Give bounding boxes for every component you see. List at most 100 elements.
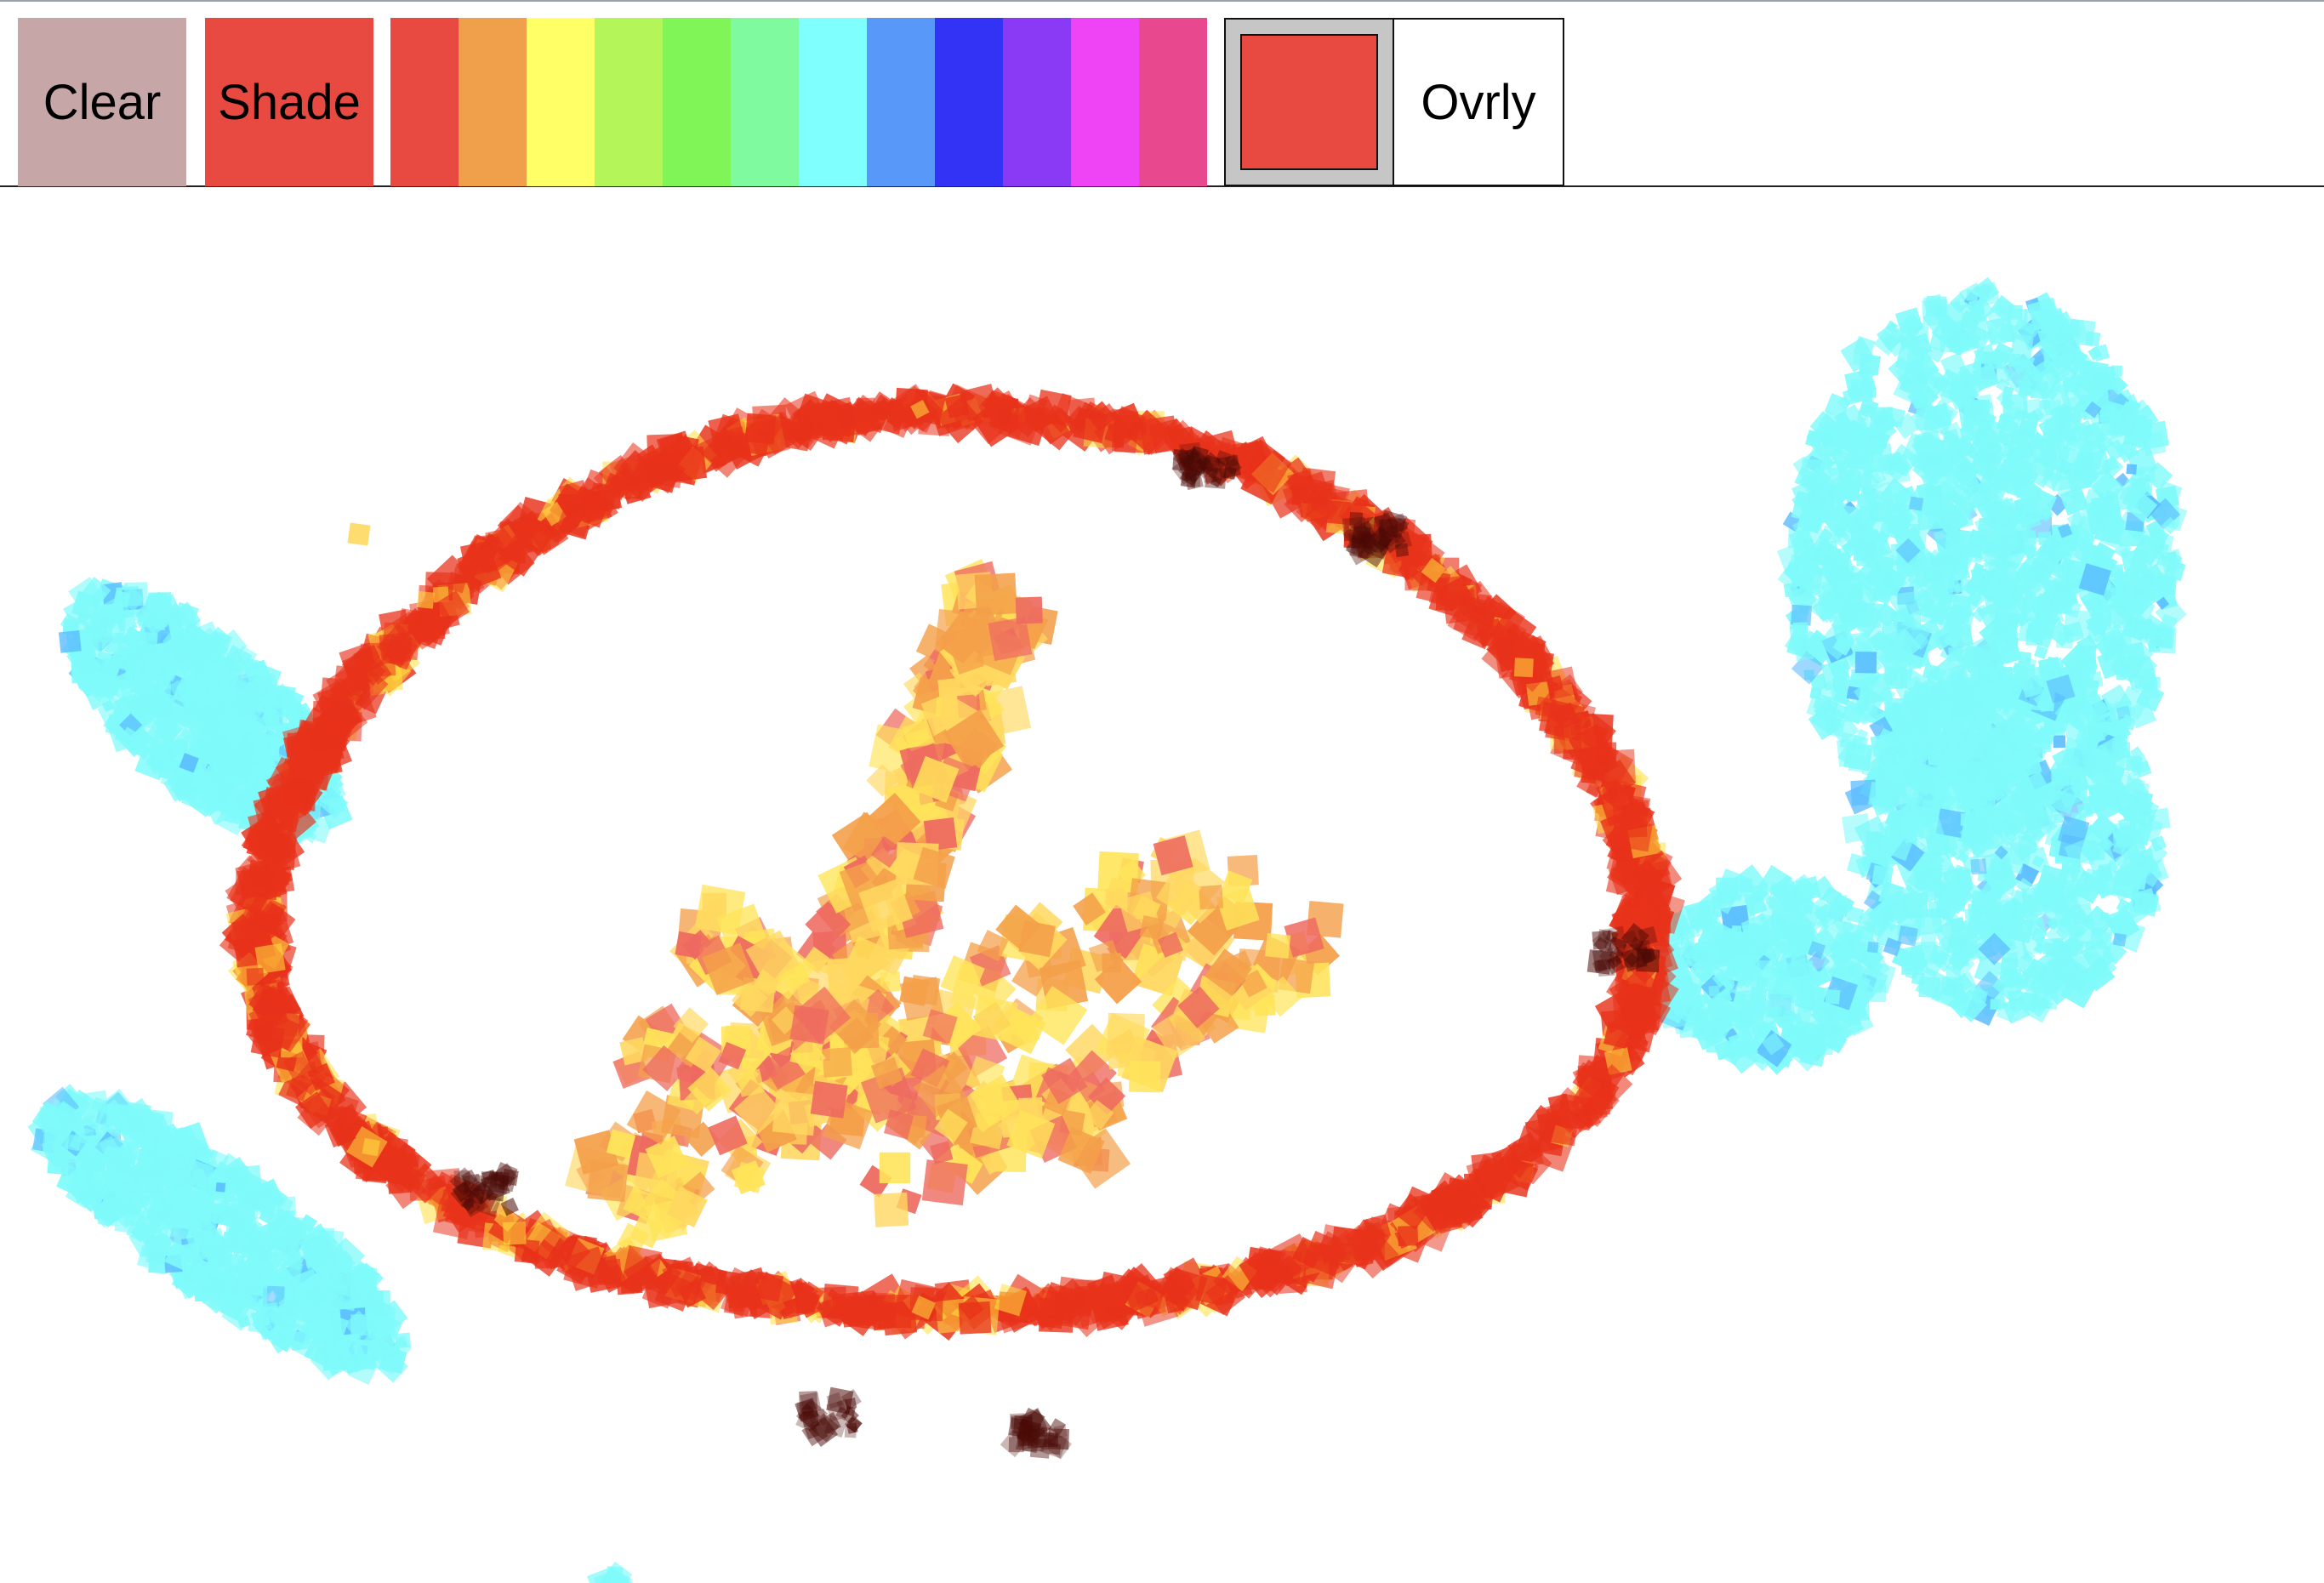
palette-swatch-12[interactable] [1139,18,1207,186]
cyan-mark [43,1126,70,1153]
scribble-mark [347,522,371,546]
scribble-mark [810,1080,848,1119]
cyan-mark [157,672,168,684]
cyan-mark [2071,902,2094,925]
cyan-mark [1896,590,1922,618]
cyan-mark [180,775,205,800]
cyan-mark [2110,365,2122,377]
cyan-mark [2064,878,2084,899]
cyan-mark [135,1165,165,1195]
cyan-mark [2093,847,2105,861]
cyan-mark [134,686,149,701]
cyan-mark [212,1204,235,1227]
cyan-mark [154,618,167,631]
clear-button[interactable]: Clear [18,18,186,186]
cyan-mark [1965,501,1977,514]
cyan-mark [1871,766,1883,777]
palette-swatch-7[interactable] [799,18,867,186]
cyan-mark [266,726,278,737]
cyan-mark [147,1244,168,1265]
cyan-mark [1990,999,2002,1011]
scribble-mark [879,1152,911,1184]
palette-swatch-2[interactable] [459,18,527,186]
cyan-mark [2130,567,2153,590]
current-color-indicator[interactable] [1224,18,1394,186]
cyan-mark [94,671,123,701]
cyan-mark [2039,702,2050,713]
cyan-mark [1945,965,1962,982]
cyan-mark [221,649,249,677]
cyan-mark [1966,289,1979,302]
cyan-mark [1983,350,2002,370]
cyan-mark [128,673,155,699]
cyan-mark [289,1330,310,1352]
scribble-mark [1265,932,1291,959]
cyan-mark [2041,400,2050,409]
cyan-mark [113,1145,134,1166]
cyan-mark [1970,567,1983,581]
cyan-mark [2061,737,2094,770]
cyan-strokes [27,276,2188,1583]
palette-swatch-6[interactable] [731,18,799,186]
cyan-mark [183,652,200,668]
cyan-mark [119,726,140,747]
cyan-mark [1970,858,1987,875]
cyan-mark [1867,941,1879,954]
overlay-button[interactable]: Ovrly [1394,18,1564,186]
scribble-mark [874,1192,909,1227]
palette-swatch-10[interactable] [1003,18,1071,186]
drawing-surface[interactable] [0,187,2324,1583]
cyan-mark [1837,579,1850,594]
cyan-mark [248,660,259,671]
palette-swatch-4[interactable] [595,18,663,186]
palette-swatch-11[interactable] [1071,18,1139,186]
cyan-mark [149,646,185,682]
cyan-mark [1984,679,1998,693]
cyan-mark [1915,908,1943,936]
palette-swatch-1[interactable] [390,18,459,186]
cyan-mark [1767,989,1795,1018]
palette-swatch-3[interactable] [527,18,595,186]
cyan-mark [1914,416,1929,431]
cyan-mark [82,622,99,638]
cyan-mark [2053,735,2066,749]
cyan-mark [2043,345,2065,367]
cyan-mark [1888,669,1906,687]
cyan-mark [141,614,155,628]
shade-button[interactable]: Shade [205,18,373,186]
cyan-mark [336,1256,353,1273]
cyan-mark [257,692,282,719]
cyan-mark [1807,482,1837,512]
cyan-mark [2139,466,2156,483]
cyan-mark [1959,425,1977,443]
cyan-mark [148,738,168,759]
scribble-mark [1102,953,1122,973]
drawing-canvas[interactable] [0,187,2324,1583]
cyan-mark [163,1223,179,1238]
cyan-mark [72,651,103,680]
cyan-mark [1854,651,1877,674]
cyan-mark [2070,327,2082,339]
cyan-mark [1920,741,1938,759]
cyan-mark [303,1238,328,1263]
cyan-mark [211,783,235,806]
cyan-mark [1967,578,1977,589]
palette-swatch-8[interactable] [867,18,935,186]
cyan-mark [179,753,199,773]
palette-swatch-5[interactable] [663,18,731,186]
cyan-mark [1785,890,1800,906]
inner-scribble [347,522,1344,1256]
cyan-mark [248,674,273,698]
cyan-mark [58,629,82,653]
cyan-mark [1857,712,1868,723]
current-color-swatch [1240,34,1378,170]
cyan-mark [1948,646,1963,662]
cyan-mark [2142,486,2152,497]
red-ring-stroke [219,383,1685,1460]
palette-swatch-9[interactable] [935,18,1003,186]
scribble-mark [1129,1060,1161,1093]
cyan-mark [2138,674,2154,690]
cyan-mark [202,645,227,669]
cyan-mark [2125,641,2146,663]
cyan-mark [1920,931,1937,948]
